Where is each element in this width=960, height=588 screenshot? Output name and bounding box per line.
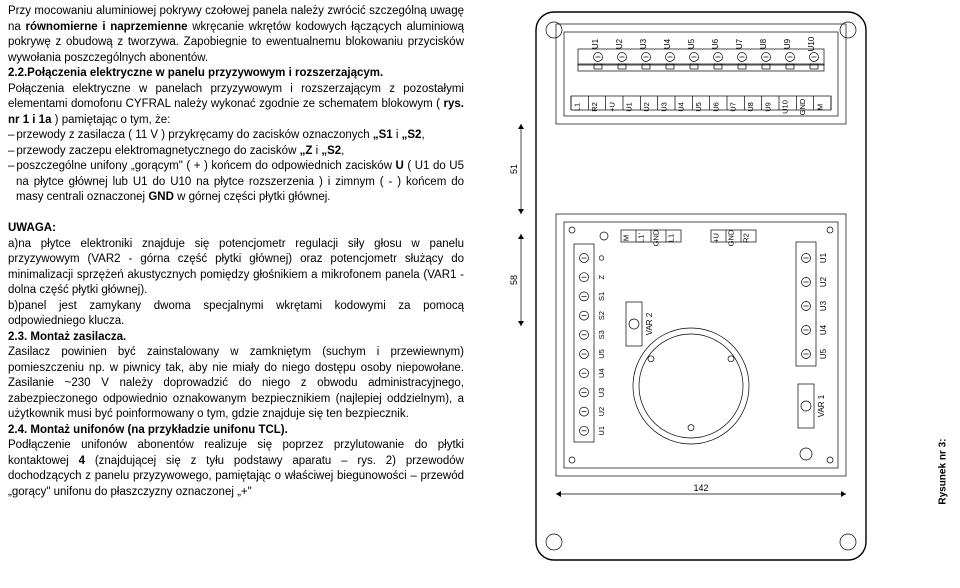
note-a: a)na płytce elektroniki znajduje się pot… — [8, 237, 464, 299]
svg-text:+U: +U — [607, 102, 616, 112]
svg-text:L1: L1 — [573, 103, 582, 111]
svg-text:U5: U5 — [819, 348, 828, 359]
svg-text:+U: +U — [712, 233, 721, 243]
svg-text:U9: U9 — [783, 38, 792, 49]
svg-text:U2: U2 — [597, 407, 606, 417]
svg-text:R2: R2 — [742, 233, 751, 243]
list-item: poszczególne unifony „gorącym" ( + ) koń… — [8, 159, 464, 206]
svg-text:GND: GND — [652, 229, 661, 246]
heading-22: 2.2.Połączenia elektryczne w panelu przy… — [8, 66, 464, 82]
svg-text:U4: U4 — [677, 102, 686, 112]
text: Połączenia elektryczne w panelach przyzy… — [8, 83, 464, 111]
svg-text:U2: U2 — [642, 102, 651, 112]
svg-text:U4: U4 — [663, 38, 672, 49]
svg-text:U5: U5 — [687, 38, 696, 49]
svg-text:U1: U1 — [591, 38, 600, 49]
svg-text:U8: U8 — [759, 38, 768, 49]
svg-text:L1': L1' — [637, 233, 646, 243]
svg-text:R2: R2 — [590, 102, 599, 112]
svg-text:U2: U2 — [819, 276, 828, 287]
pcb-diagram: U1 U2 U3 U4 U5 U6 U7 U8 U9 U10 L1 R2 +U U1 U2 U3 U4 U5 U6 U… — [476, 4, 916, 574]
svg-text:S1: S1 — [597, 292, 606, 301]
svg-text:U8: U8 — [746, 102, 755, 112]
svg-text:U3: U3 — [819, 300, 828, 311]
list-item: przewody zaczepu elektromagnetycznego do… — [8, 144, 464, 160]
svg-text:U4: U4 — [819, 324, 828, 335]
svg-text:U6: U6 — [711, 38, 720, 49]
svg-text:L1: L1 — [667, 234, 676, 242]
figure-label: Rysunek nr 3: — [937, 438, 951, 504]
uwaga-heading: UWAGA: — [8, 221, 464, 237]
svg-text:51: 51 — [509, 164, 519, 174]
paragraph-unifon: Podłączenie unifonów abonentów realizuje… — [8, 438, 464, 500]
svg-text:M: M — [815, 104, 824, 110]
text: ) pamiętając o tym, że: — [51, 114, 170, 126]
svg-text:Z: Z — [597, 274, 606, 279]
svg-text:U1: U1 — [625, 102, 634, 112]
svg-text:S3: S3 — [597, 330, 606, 339]
text-bold: równomierne i naprzemienne — [25, 21, 187, 33]
svg-text:U5: U5 — [694, 102, 703, 112]
svg-text:U6: U6 — [711, 102, 720, 112]
svg-text:U10: U10 — [781, 100, 790, 114]
paragraph-power: Zasilacz powinien być zainstalowany w za… — [8, 345, 464, 423]
svg-text:U3: U3 — [597, 388, 606, 398]
svg-text:U4: U4 — [597, 368, 606, 378]
paragraph-connections: Połączenia elektryczne w panelach przyzy… — [8, 82, 464, 129]
svg-text:U3: U3 — [639, 38, 648, 49]
paragraph-mounting: Przy mocowaniu aluminiowej pokrywy czoło… — [8, 4, 464, 66]
svg-text:U3: U3 — [659, 102, 668, 112]
svg-text:GND: GND — [798, 98, 807, 115]
svg-text:VAR 2: VAR 2 — [645, 312, 654, 335]
svg-text:U2: U2 — [615, 38, 624, 49]
svg-text:M: M — [622, 235, 631, 241]
svg-text:U7: U7 — [729, 102, 738, 112]
svg-text:O: O — [597, 255, 606, 261]
svg-text:58: 58 — [509, 275, 519, 285]
note-b: b)panel jest zamykany dwoma specjalnymi … — [8, 299, 464, 330]
svg-text:VAR 1: VAR 1 — [817, 394, 826, 417]
svg-text:S2: S2 — [597, 311, 606, 320]
svg-text:U5: U5 — [597, 349, 606, 359]
svg-text:U1: U1 — [597, 426, 606, 436]
list-item: przewody z zasilacza ( 11 V ) przykręcam… — [8, 128, 464, 144]
svg-text:U1: U1 — [819, 252, 828, 263]
heading-24: 2.4. Montaż unifonów (na przykładzie uni… — [8, 423, 464, 439]
heading-23: 2.3. Montaż zasilacza. — [8, 330, 464, 346]
connection-list: przewody z zasilacza ( 11 V ) przykręcam… — [8, 128, 464, 206]
svg-text:U7: U7 — [735, 38, 744, 49]
svg-text:GND: GND — [727, 229, 736, 246]
svg-text:U9: U9 — [763, 102, 772, 112]
svg-text:142: 142 — [693, 483, 708, 493]
